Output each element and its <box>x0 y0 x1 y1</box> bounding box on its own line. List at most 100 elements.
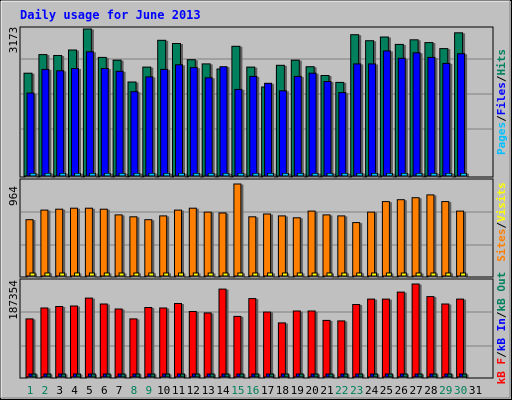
kb-out-bar <box>76 373 81 378</box>
pages-bar <box>371 172 379 177</box>
kb-f-bar <box>25 318 34 378</box>
kb-out-bar <box>224 373 230 378</box>
visits-bar <box>267 272 274 277</box>
visits-bar <box>44 272 51 277</box>
sites-bar <box>337 215 346 277</box>
sites-bar <box>40 209 49 277</box>
pages-bar <box>237 172 245 177</box>
visits-bar <box>222 272 229 277</box>
x-tick-label: 9 <box>145 384 152 397</box>
kb-f-bar <box>263 311 272 378</box>
sites-bar <box>203 211 212 277</box>
files-bar <box>115 70 124 177</box>
visits-bar <box>103 272 110 277</box>
kb-f-bar <box>381 298 390 378</box>
x-tick-label: 3 <box>56 384 63 397</box>
x-tick-label: 8 <box>131 384 138 397</box>
sites-bar <box>129 216 138 277</box>
visits-bar <box>371 272 378 277</box>
visits-bar <box>385 272 392 277</box>
files-bar <box>368 63 377 177</box>
visits-bar <box>252 272 259 277</box>
files-bar <box>427 56 436 177</box>
sites-bar <box>84 207 93 277</box>
files-bar <box>353 63 362 177</box>
files-bar <box>204 77 213 177</box>
x-tick-label: 25 <box>380 384 393 397</box>
visits-bar <box>74 272 80 277</box>
legend-visits: Visits <box>495 182 508 222</box>
pages-bar <box>74 172 81 177</box>
panel2-ymax-label: 964 <box>7 186 20 206</box>
kb-out-bar <box>313 373 319 378</box>
files-bar <box>71 68 79 177</box>
pages-bar <box>415 172 423 177</box>
kb-out-bar <box>150 373 156 378</box>
x-tick-label: 13 <box>202 384 215 397</box>
kb-out-bar <box>298 373 304 378</box>
kb-f-bar <box>248 298 257 378</box>
sites-bar <box>188 207 197 277</box>
visits-bar <box>311 272 318 277</box>
visits-bar <box>400 272 407 277</box>
visits-bar <box>356 272 363 277</box>
visits-bar <box>207 272 214 277</box>
kb-out-bar <box>417 373 423 378</box>
files-bar <box>26 92 35 177</box>
kb-out-bar <box>328 373 334 378</box>
kb-out-bar <box>105 373 111 378</box>
x-tick-label: 6 <box>101 384 108 397</box>
kb-out-bar <box>269 373 275 378</box>
kb-f-bar <box>426 296 435 378</box>
kb-out-bar <box>31 373 37 378</box>
kb-out-bar <box>447 373 453 378</box>
sites-bar <box>248 216 257 277</box>
x-tick-label: 22 <box>335 384 348 397</box>
kb-out-bar <box>387 373 393 378</box>
x-tick-label: 17 <box>261 384 274 397</box>
pages-bar <box>29 172 37 177</box>
x-tick-label: 16 <box>246 384 259 397</box>
svg-text:Pages/Files/Hits: Pages/Files/Hits <box>495 49 508 155</box>
kb-out-bar <box>90 373 96 378</box>
sites-bar <box>396 199 405 277</box>
legend-panel3: kB F/kB In/kB Out <box>495 272 508 385</box>
sites-bar <box>114 214 123 277</box>
kb-out-bar <box>283 373 289 378</box>
sites-bar <box>25 219 34 277</box>
files-bar <box>457 53 466 177</box>
sites-bar <box>218 212 227 277</box>
pages-bar <box>118 172 126 177</box>
visits-bar <box>430 272 437 277</box>
x-tick-label: 18 <box>276 384 289 397</box>
x-tick-label: 27 <box>409 384 422 397</box>
kb-f-bar <box>203 312 212 378</box>
kb-f-bar <box>307 310 316 378</box>
pages-bar <box>148 172 156 177</box>
pages-bar <box>296 172 304 177</box>
sites-bar <box>99 208 108 277</box>
pages-bar <box>192 172 200 177</box>
x-tick-label: 30 <box>454 384 467 397</box>
sites-bar <box>322 214 331 277</box>
files-bar <box>338 92 347 177</box>
legend-kb-f: kB F <box>495 358 508 385</box>
legend-panel1: Pages/Files/Hits <box>495 49 508 155</box>
x-tick-label: 11 <box>172 384 185 397</box>
pages-bar <box>207 172 215 177</box>
files-bar <box>264 82 273 177</box>
kb-f-bar <box>114 308 123 378</box>
kb-f-bar <box>322 319 331 378</box>
pages-bar <box>445 172 453 177</box>
x-tick-label: 23 <box>350 384 363 397</box>
visits-bar <box>59 272 66 277</box>
sites-bar <box>277 215 286 277</box>
legend-panel2: Sites/Visits <box>495 182 508 262</box>
sites-bar <box>411 197 420 277</box>
visits-bar <box>341 272 348 277</box>
x-axis-day-labels: 1 2 3 4 5 6 7 8 9 10 11 12 13 14 15 16 17 18 19 20 21 22 23 24 2… <box>27 384 482 397</box>
sites-bar <box>174 209 182 277</box>
sites-bar <box>55 208 64 277</box>
pages-bar <box>356 172 364 177</box>
files-bar <box>41 68 50 177</box>
